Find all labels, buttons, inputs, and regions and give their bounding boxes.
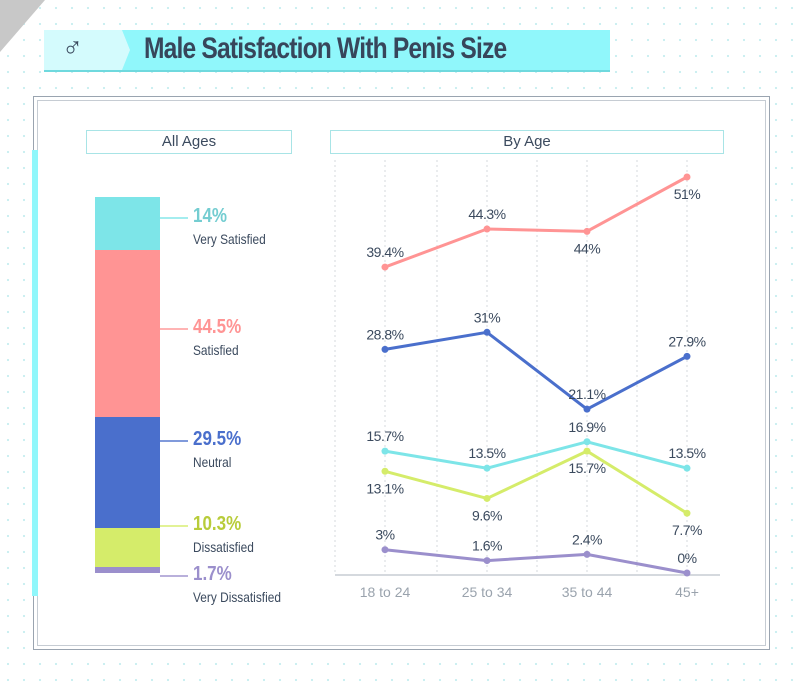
bar-segment-very_satisfied [95, 197, 160, 250]
segment-value: 29.5% [193, 428, 242, 450]
data-point [483, 557, 491, 565]
segment-label: Dissatisfied [193, 539, 254, 555]
page-title: Male Satisfaction With Penis Size [144, 32, 507, 65]
data-point [583, 227, 591, 235]
data-point [683, 569, 691, 577]
data-label: 28.8% [366, 326, 403, 342]
data-point [483, 464, 491, 472]
data-label: 27.9% [668, 333, 705, 349]
corner-decoration [0, 0, 45, 52]
data-point [483, 225, 491, 233]
leader-line [160, 217, 188, 219]
segment-label: Very Satisfied [193, 231, 266, 247]
data-label: 31% [474, 309, 501, 325]
x-tick-label: 35 to 44 [562, 584, 613, 600]
data-label: 7.7% [672, 522, 702, 538]
series-line-dissatisfied [384, 449, 688, 515]
segment-value: 14% [193, 205, 228, 227]
data-label: 16.9% [568, 419, 605, 435]
data-point [583, 438, 591, 446]
data-point [381, 467, 389, 475]
data-label: 44.3% [468, 206, 505, 222]
series-line-neutral [384, 330, 688, 411]
leader-line [160, 575, 188, 577]
data-point [381, 345, 389, 353]
segment-label: Satisfied [193, 342, 239, 358]
data-point [683, 509, 691, 517]
data-label: 0% [677, 550, 696, 566]
title-bar: ♂ Male Satisfaction With Penis Size [44, 30, 610, 72]
x-tick-label: 18 to 24 [360, 584, 411, 600]
icon-box: ♂ [44, 30, 130, 70]
data-label: 13.1% [366, 480, 403, 496]
segment-label: Neutral [193, 454, 232, 470]
data-label: 13.5% [668, 445, 705, 461]
leader-line [160, 525, 188, 527]
segment-value: 44.5% [193, 316, 242, 338]
segment-value: 10.3% [193, 513, 242, 535]
by-age-label: By Age [330, 130, 724, 154]
data-point [583, 405, 591, 413]
data-label: 3% [375, 527, 394, 543]
data-label: 13.5% [468, 445, 505, 461]
data-point [683, 464, 691, 472]
data-point [483, 328, 491, 336]
data-point [683, 173, 691, 181]
leader-line [160, 328, 188, 330]
all-ages-label: All Ages [86, 130, 292, 154]
data-label: 9.6% [472, 507, 502, 523]
accent-bar [32, 150, 38, 596]
data-label: 21.1% [568, 386, 605, 402]
segment-label: Very Dissatisfied [193, 589, 281, 605]
data-label: 51% [674, 186, 701, 202]
data-point [381, 447, 389, 455]
bar-segment-dissatisfied [95, 527, 160, 567]
x-tick-label: 45+ [675, 584, 699, 600]
data-label: 1.6% [472, 538, 502, 554]
series-line-very_dissatisfied [384, 548, 688, 575]
series-line-satisfied [384, 175, 688, 269]
data-point [381, 546, 389, 554]
bar-segment-satisfied [95, 249, 160, 417]
data-point [683, 352, 691, 360]
male-symbol-icon: ♂ [62, 32, 83, 63]
data-label: 15.7% [568, 460, 605, 476]
leader-line [160, 440, 188, 442]
data-point [381, 263, 389, 271]
data-label: 44% [574, 240, 601, 256]
data-label: 15.7% [366, 428, 403, 444]
data-point [583, 447, 591, 455]
data-point [483, 494, 491, 502]
bar-segment-neutral [95, 416, 160, 528]
series-line-very_satisfied [384, 440, 688, 470]
data-label: 39.4% [366, 244, 403, 260]
segment-value: 1.7% [193, 563, 232, 585]
x-tick-label: 25 to 34 [462, 584, 513, 600]
bar-segment-very_dissatisfied [95, 566, 160, 573]
data-point [583, 550, 591, 558]
data-label: 2.4% [572, 531, 602, 547]
